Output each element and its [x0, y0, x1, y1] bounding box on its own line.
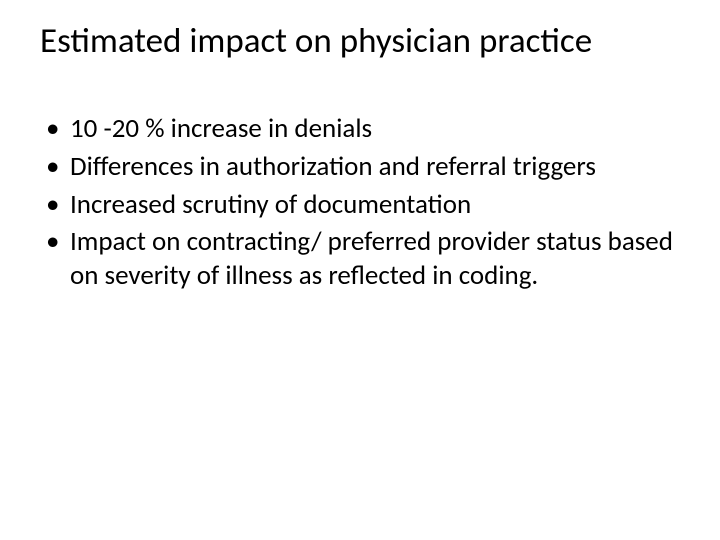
list-item: 10 -20 % increase in denials — [40, 112, 680, 146]
bullet-list: 10 -20 % increase in denials Differences… — [40, 112, 680, 293]
list-item: Differences in authorization and referra… — [40, 150, 680, 184]
list-item: Impact on contracting/ preferred provide… — [40, 225, 680, 293]
list-item: Increased scrutiny of documentation — [40, 188, 680, 222]
slide-title: Estimated impact on physician practice — [40, 20, 680, 62]
slide-container: Estimated impact on physician practice 1… — [0, 0, 720, 540]
